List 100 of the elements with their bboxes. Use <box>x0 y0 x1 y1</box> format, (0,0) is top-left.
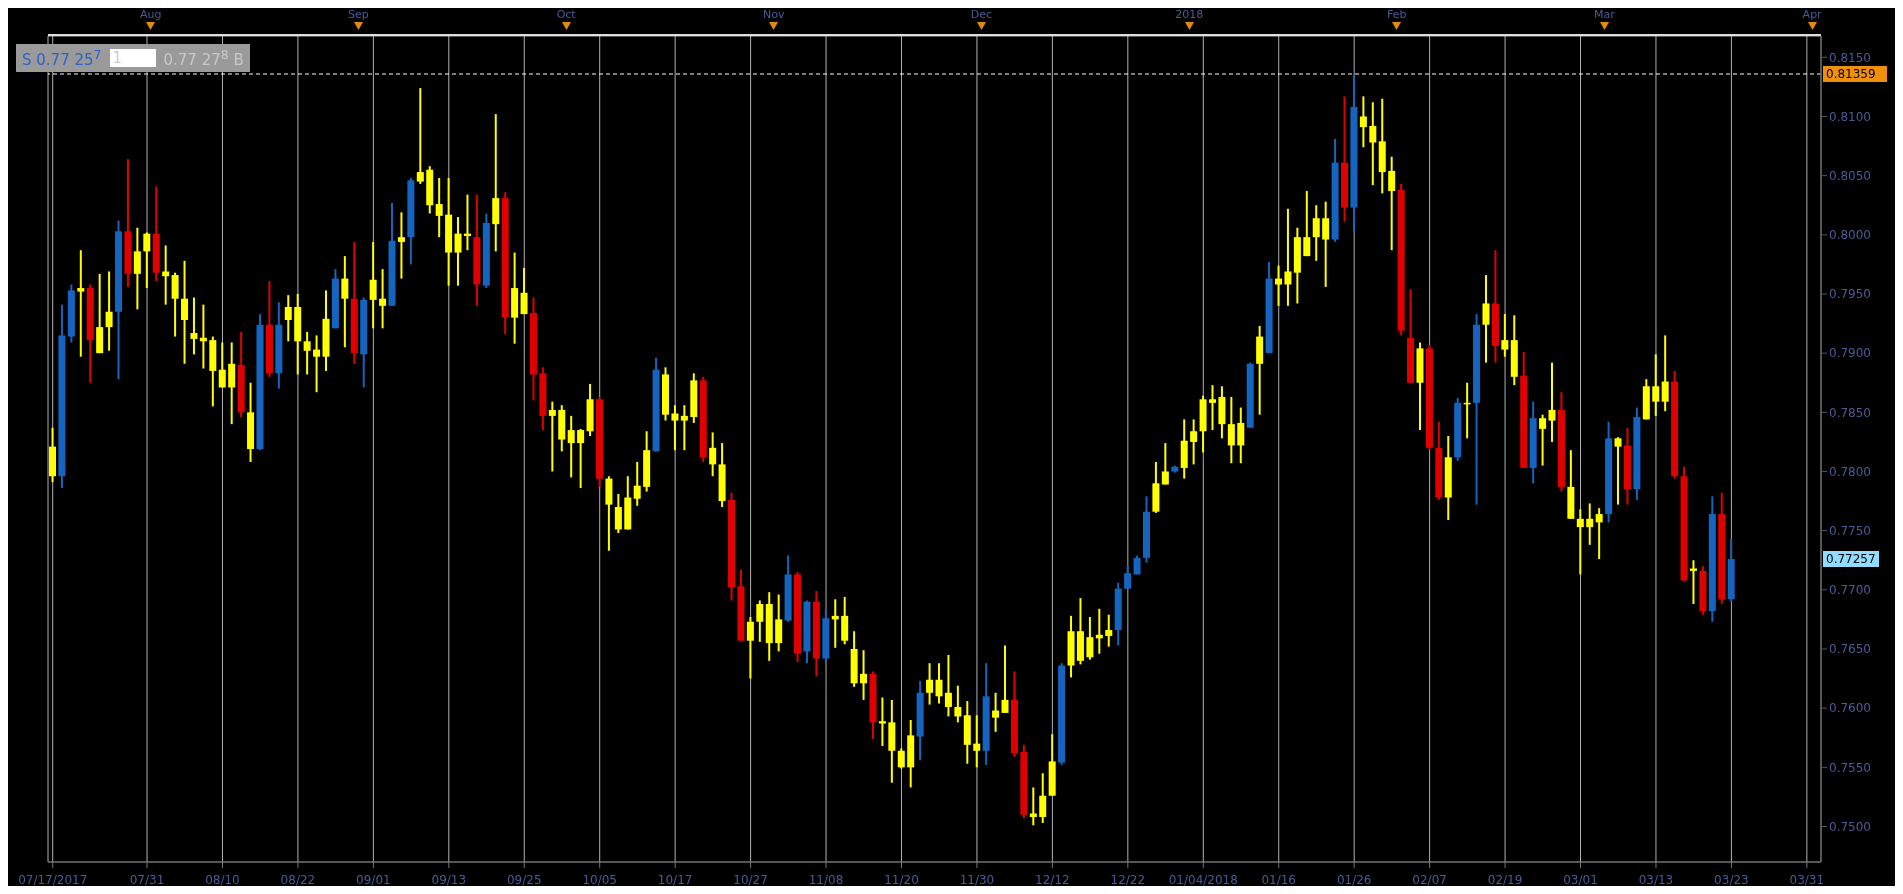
y-tick-label: 0.7800 <box>1829 464 1871 479</box>
y-tick-label: 0.7500 <box>1829 819 1871 834</box>
x-tick-label: 10/27 <box>733 873 768 887</box>
candlestick <box>775 593 783 653</box>
x-tick-label: 10/17 <box>657 873 693 887</box>
candlestick <box>1001 644 1009 714</box>
candlestick <box>1586 502 1594 546</box>
x-tick-label: 01/04/2018 <box>1168 873 1238 887</box>
candlestick <box>313 334 321 394</box>
candlestick <box>228 341 236 426</box>
candlestick <box>756 599 764 643</box>
candlestick <box>860 649 868 701</box>
text: Mar <box>1593 8 1616 21</box>
candlestick <box>1322 200 1330 288</box>
candlestick <box>1303 190 1311 258</box>
candlestick <box>397 211 405 280</box>
candlestick <box>1237 406 1245 465</box>
candlestick <box>1105 613 1113 648</box>
candlestick <box>341 255 349 349</box>
candlestick <box>1086 616 1094 661</box>
y-tick-label: 0.8150 <box>1829 50 1871 65</box>
x-tick-label: 12/22 <box>1110 873 1146 887</box>
candlestick <box>181 259 189 365</box>
x-tick-label: 01/26 <box>1336 873 1372 887</box>
y-tick-label: 0.8000 <box>1829 228 1871 243</box>
text: Aug <box>139 8 163 21</box>
candlestick <box>1124 565 1132 590</box>
candlestick <box>1284 207 1292 307</box>
text: Apr <box>1801 8 1823 21</box>
y-tick-label: 0.8100 <box>1829 109 1871 124</box>
x-tick-label: 09/25 <box>506 873 542 887</box>
y-tick-label: 0.7700 <box>1829 583 1871 598</box>
candlestick <box>577 427 585 490</box>
y-tick-label: 0.7550 <box>1829 760 1871 775</box>
text: Feb <box>1386 8 1408 21</box>
candlestick <box>709 431 717 478</box>
candlestick <box>435 177 443 239</box>
candlestick <box>671 404 679 452</box>
y-tick-label: 0.8050 <box>1829 168 1871 183</box>
candlestick <box>1227 395 1235 465</box>
candlestick <box>284 294 292 343</box>
x-tick-label: 12/12 <box>1035 873 1070 887</box>
candlestick <box>680 404 688 452</box>
candlestick <box>1652 353 1660 417</box>
candlestick <box>171 271 179 338</box>
x-tick-label: 08/10 <box>205 873 240 887</box>
x-tick-label: 07/31 <box>129 873 165 887</box>
text: 2018 <box>1174 8 1205 21</box>
x-tick-label: 03/31 <box>1789 873 1825 887</box>
candlestick <box>416 87 424 185</box>
candlestick <box>926 662 934 706</box>
candlestick <box>1312 204 1320 262</box>
candlestick <box>1388 155 1396 252</box>
candlestick <box>77 249 85 358</box>
x-tick-label: 09/01 <box>356 873 391 887</box>
candlestick <box>1614 436 1622 506</box>
candlestick <box>1369 101 1377 187</box>
x-tick-label: 08/22 <box>280 873 316 887</box>
candlestick <box>1482 274 1490 364</box>
candlestick <box>935 662 943 705</box>
candlestick <box>1576 508 1584 576</box>
x-tick-label: 11/08 <box>808 873 844 887</box>
candlestick <box>1208 384 1216 432</box>
ref-line-label: 0.81359 <box>1826 66 1876 81</box>
candlestick <box>454 216 462 287</box>
candlestick <box>1661 334 1669 413</box>
text: Dec <box>969 8 994 21</box>
x-tick-label: 10/05 <box>582 873 617 887</box>
candlestick <box>954 684 962 724</box>
candlestick <box>369 240 377 330</box>
candlestick <box>105 270 113 352</box>
candlestick <box>878 696 886 748</box>
candlestick <box>1548 361 1556 443</box>
x-tick-label: 02/07 <box>1412 873 1447 887</box>
x-tick-label: 02/19 <box>1487 873 1523 887</box>
y-tick-label: 0.7750 <box>1829 523 1871 538</box>
candlestick <box>218 341 226 389</box>
text: Oct <box>555 8 577 21</box>
x-tick-label: 11/30 <box>959 873 995 887</box>
candlestick <box>1161 442 1169 486</box>
x-tick-label: 11/20 <box>884 873 919 887</box>
candlestick <box>944 653 952 718</box>
x-tick-label: 03/01 <box>1563 873 1598 887</box>
candlestick <box>897 747 905 770</box>
y-tick-label: 0.7650 <box>1829 642 1871 657</box>
text: Nov <box>762 8 786 21</box>
x-tick-label: 07/17/2017 <box>18 873 88 887</box>
candlestick <box>1595 507 1603 561</box>
y-tick-label: 0.7900 <box>1829 346 1871 361</box>
candlestick <box>1501 313 1509 358</box>
candlestick <box>1275 264 1283 307</box>
annotation: S 0.77 25$^{7}$ <box>22 47 102 69</box>
candlestick <box>1359 95 1367 149</box>
candlestick <box>973 714 981 769</box>
candlestick <box>992 691 1000 733</box>
candlestick <box>1039 772 1047 824</box>
candlestick <box>303 330 311 376</box>
candlestick <box>746 616 754 680</box>
x-tick-label: 03/23 <box>1714 873 1749 887</box>
x-tick-label: 03/13 <box>1638 873 1674 887</box>
